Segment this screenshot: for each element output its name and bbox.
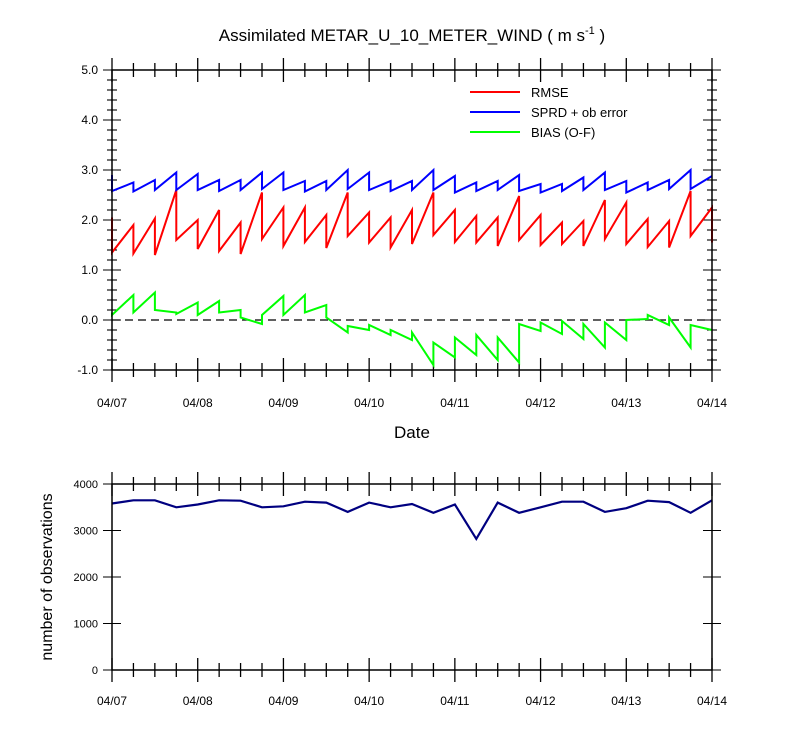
series-line [111,189,713,258]
series-line [111,290,713,369]
y-tick-label: 5.0 [81,63,98,77]
y-tick-label: 0 [92,665,98,677]
x-tick-label: 04/09 [268,396,298,410]
x-tick-label: 04/14 [697,396,727,410]
top-x-tick-labels: 04/07 04/08 04/09 04/10 04/11 04/12 04/13 04/14 [97,396,727,410]
legend-label: RMSE [531,85,569,100]
x-axis-label: Date [394,423,430,442]
x-tick-label: 04/13 [611,694,641,708]
top-y-tick-labels: -1.0 0.0 1.0 2.0 3.0 4.0 5.0 [77,63,98,377]
y-axis-label-observations: number of observations [39,493,56,660]
x-tick-label: 04/10 [354,396,384,410]
x-tick-label: 04/11 [440,694,469,708]
x-tick-label: 04/09 [268,694,298,708]
series-line [111,167,713,195]
legend: RMSE SPRD + ob error BIAS (O-F) [470,85,628,140]
top-panel: -1.00.01.02.03.04.05.0 04/07 04/08 04/09 04… [77,58,727,410]
bottom-x-tick-labels: 04/07 04/08 04/09 04/10 04/11 04/12 04/13 04/14 [97,694,727,708]
x-tick-label: 04/13 [611,396,641,410]
y-tick-label: 4.0 [81,113,98,127]
legend-label: BIAS (O-F) [531,125,595,140]
y-tick-label: 2000 [74,572,98,584]
bottom-plot-frame [111,483,713,671]
y-tick-label: 1.0 [81,263,98,277]
legend-label: SPRD + ob error [531,105,628,120]
chart-title: Assimilated METAR_U_10_METER_WIND ( m s-… [219,25,605,45]
y-tick-label: 4000 [74,479,98,491]
x-tick-label: 04/08 [183,694,213,708]
y-tick-label: 3000 [74,526,98,538]
x-tick-label: 04/10 [354,694,384,708]
top-plot-frame [111,69,713,371]
bottom-y-tick-labels: 0 1000 2000 3000 4000 [74,479,98,677]
x-tick-label: 04/12 [526,694,556,708]
x-tick-label: 04/08 [183,396,213,410]
series-line [111,499,713,542]
x-tick-label: 04/11 [440,396,469,410]
x-tick-label: 04/12 [526,396,556,410]
top-series-lines [111,167,713,369]
bottom-series-lines [111,499,713,542]
x-tick-label: 04/07 [97,396,127,410]
y-tick-label: -1.0 [77,363,98,377]
x-tick-label: 04/07 [97,694,127,708]
y-tick-label: 3.0 [81,163,98,177]
y-tick-label: 1000 [74,619,98,631]
y-tick-label: 2.0 [81,213,98,227]
x-tick-label: 04/14 [697,694,727,708]
y-tick-label: 0.0 [81,313,98,327]
